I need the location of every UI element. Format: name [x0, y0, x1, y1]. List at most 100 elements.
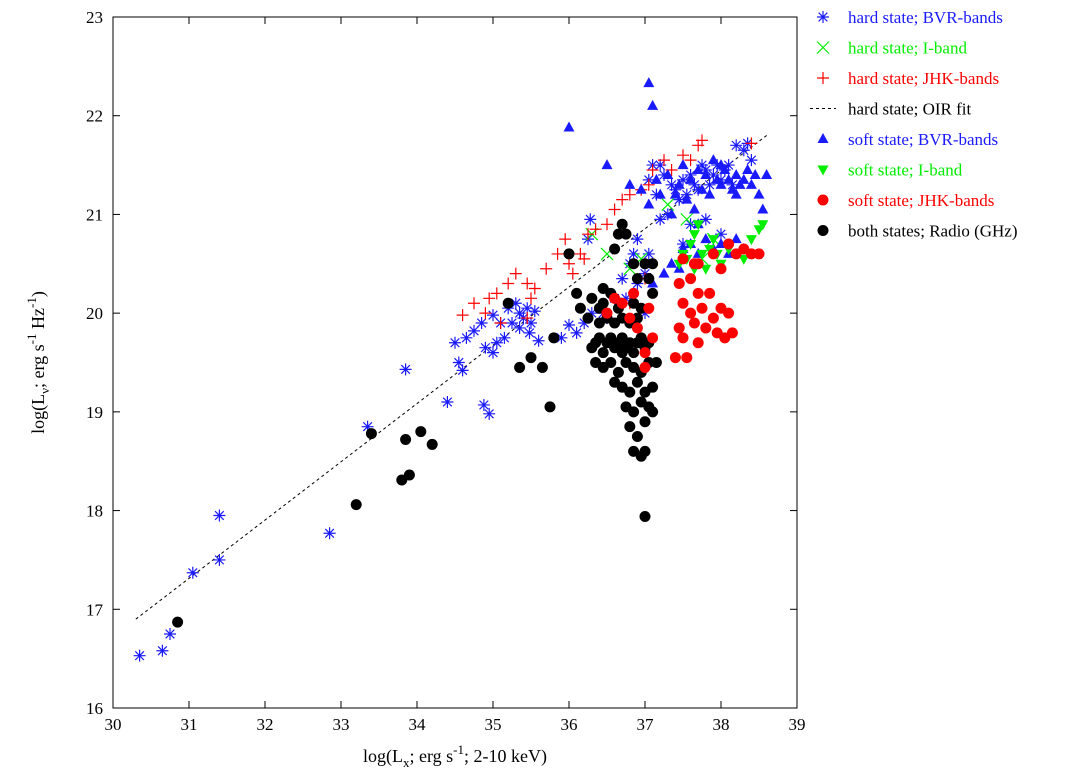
data-point — [597, 347, 609, 359]
series-0 — [133, 137, 758, 662]
data-point — [578, 252, 591, 265]
data-point — [571, 287, 583, 299]
data-point — [715, 263, 727, 275]
data-point — [707, 312, 719, 324]
data-point — [620, 228, 632, 240]
data-point — [456, 309, 469, 322]
data-point — [612, 228, 624, 240]
data-point — [403, 469, 415, 481]
data-point — [513, 307, 526, 320]
data-point — [490, 287, 503, 300]
data-point — [692, 164, 704, 175]
data-point — [536, 361, 548, 373]
data-point — [730, 188, 742, 199]
data-point — [172, 616, 184, 628]
data-point — [585, 307, 598, 320]
data-point — [479, 307, 492, 320]
data-point — [551, 247, 564, 260]
data-point — [688, 317, 700, 329]
data-point — [399, 363, 412, 376]
legend-label: hard state; JHK-bands — [848, 69, 999, 88]
data-point — [639, 258, 651, 270]
data-point — [658, 168, 670, 181]
data-point — [490, 336, 503, 349]
data-point — [502, 297, 514, 309]
data-point — [631, 233, 644, 246]
x-tick-label: 35 — [485, 715, 502, 734]
legend-marker — [817, 11, 829, 23]
data-point — [658, 267, 670, 278]
data-point — [643, 302, 655, 314]
data-point — [456, 364, 469, 377]
data-point — [323, 527, 336, 540]
data-point — [487, 346, 499, 359]
data-point — [589, 223, 602, 236]
data-point — [616, 218, 628, 230]
data-point — [133, 649, 146, 662]
data-point — [745, 235, 757, 246]
data-point — [669, 188, 681, 199]
data-point — [597, 297, 609, 309]
data-point — [692, 337, 704, 349]
data-point — [563, 121, 575, 132]
data-point — [361, 420, 374, 433]
data-point — [494, 317, 507, 330]
data-point — [441, 395, 454, 408]
data-point — [738, 173, 750, 184]
data-point — [677, 173, 689, 186]
x-tick-label: 38 — [713, 715, 730, 734]
data-point — [570, 326, 583, 339]
data-point — [658, 154, 670, 167]
x-tick-label: 32 — [257, 715, 274, 734]
data-point — [631, 322, 643, 334]
data-point — [186, 566, 199, 579]
data-point — [475, 317, 488, 330]
data-point — [566, 267, 579, 280]
data-point — [742, 164, 754, 175]
data-point — [726, 327, 738, 339]
data-point — [631, 431, 643, 443]
data-point — [688, 258, 700, 270]
x-tick-label: 34 — [409, 715, 427, 734]
data-point — [642, 178, 655, 191]
data-point — [699, 213, 712, 226]
data-point — [582, 312, 594, 324]
data-point — [753, 248, 765, 260]
data-point — [696, 302, 708, 314]
data-point — [647, 287, 659, 299]
data-point — [715, 228, 727, 241]
data-point — [487, 309, 499, 322]
series-7 — [172, 218, 662, 628]
legend-label: soft state; JHK-bands — [848, 191, 994, 210]
data-point — [647, 99, 659, 110]
data-point — [685, 307, 697, 319]
data-point — [639, 416, 651, 428]
data-point — [692, 183, 705, 196]
data-point — [643, 198, 655, 209]
data-point — [563, 318, 575, 331]
data-point — [509, 297, 522, 310]
data-point — [680, 212, 694, 226]
data-point — [749, 168, 761, 179]
data-point — [700, 264, 712, 275]
x-tick-label: 39 — [789, 715, 806, 734]
data-point — [757, 220, 769, 231]
data-point — [700, 233, 712, 244]
data-point — [730, 139, 743, 152]
data-point — [521, 302, 534, 315]
data-point — [449, 336, 461, 349]
data-point — [601, 307, 613, 319]
data-point — [647, 406, 659, 418]
data-point — [365, 428, 377, 440]
data-point — [737, 144, 750, 157]
data-point — [696, 159, 708, 172]
data-point — [677, 332, 689, 344]
legend-label: hard state; I-band — [848, 39, 967, 58]
legend-marker — [817, 194, 829, 206]
data-point — [620, 292, 632, 305]
data-point — [426, 438, 438, 450]
data-point — [468, 324, 480, 337]
data-point — [707, 154, 719, 165]
data-point — [525, 352, 537, 364]
data-point — [601, 218, 613, 231]
